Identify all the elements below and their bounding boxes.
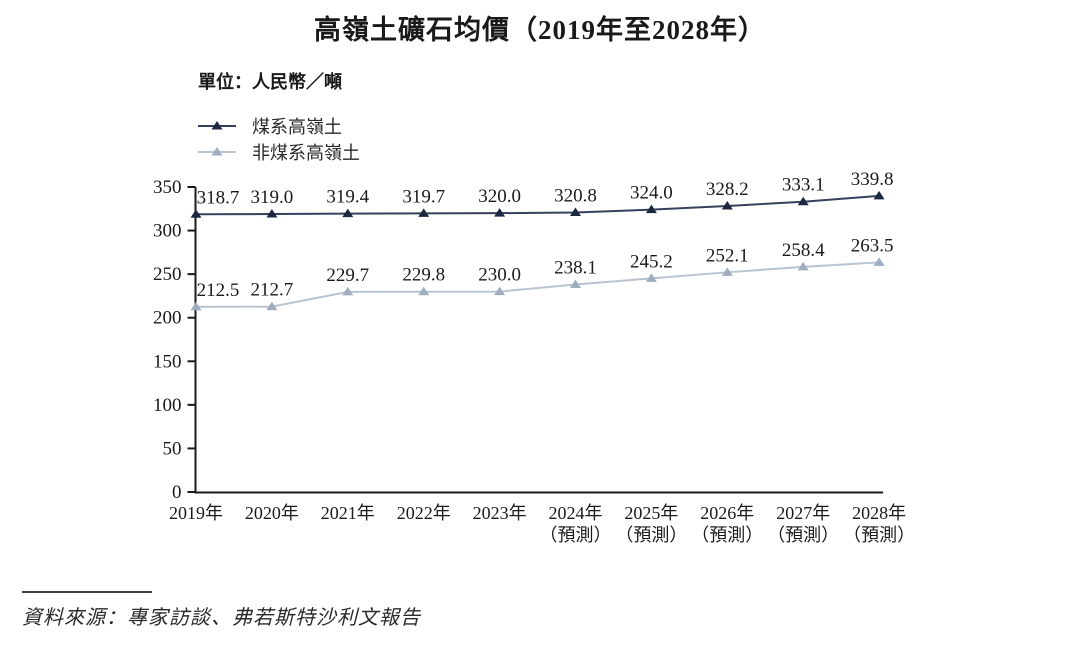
data-point-marker: [266, 209, 278, 218]
data-label: 263.5: [851, 235, 894, 256]
data-point-marker: [190, 209, 202, 218]
line-triangle-marker-icon: [198, 147, 236, 156]
series-line: [195, 261, 880, 308]
x-tick-label: 2020年: [245, 503, 299, 523]
x-tick-label: 2021年: [321, 503, 375, 523]
x-tick-sublabel: （預測）: [615, 525, 687, 545]
data-point-marker: [494, 208, 506, 217]
data-label: 328.2: [706, 179, 749, 200]
y-tick-label: 250: [153, 264, 182, 285]
data-label: 320.8: [554, 185, 597, 206]
chart-title: 高嶺土礦石均價（2019年至2028年）: [314, 15, 766, 45]
legend-label: 非煤系高嶺土: [252, 143, 360, 163]
data-label: 229.7: [326, 265, 369, 286]
data-label: 230.0: [478, 265, 521, 286]
data-label: 319.4: [326, 187, 369, 208]
data-point-marker: [721, 200, 733, 210]
line-triangle-marker-icon: [198, 121, 236, 130]
legend-item-coal-kaolin: 煤系高嶺土: [198, 113, 360, 139]
data-label: 324.0: [630, 183, 673, 204]
data-point-marker: [418, 286, 430, 296]
x-tick-label: 2023年: [473, 503, 527, 523]
data-point-marker: [721, 267, 733, 276]
series-line: [195, 194, 880, 216]
data-point-marker: [190, 301, 202, 311]
data-label: 258.4: [782, 240, 825, 261]
x-tick-sublabel: （預測）: [540, 525, 612, 545]
legend-item-noncoal-kaolin: 非煤系高嶺土: [198, 139, 360, 165]
x-tick-label: 2027年: [776, 503, 830, 523]
data-label: 319.7: [402, 186, 445, 207]
x-tick-sublabel: （預測）: [767, 525, 839, 545]
series-0: 318.7 319.0 319.4 319.7 320.0 320.8 324.0 328.2…: [190, 169, 894, 218]
data-point-marker: [570, 207, 581, 216]
y-tick-label: 100: [153, 395, 182, 416]
data-label: 245.2: [630, 251, 673, 272]
data-point-marker: [797, 196, 809, 206]
x-tick-label: 2026年: [700, 503, 754, 523]
data-label: 229.8: [402, 265, 445, 286]
data-label: 212.7: [251, 280, 294, 301]
data-point-marker: [873, 190, 885, 200]
data-point-marker: [873, 257, 885, 266]
chart-legend: 煤系高嶺土 非煤系高嶺土: [198, 113, 360, 165]
legend-label: 煤系高嶺土: [252, 117, 342, 137]
x-tick-label: 2022年: [397, 503, 451, 523]
data-point-marker: [797, 261, 809, 271]
source-note: 資料來源：專家訪談、弗若斯特沙利文報告: [22, 607, 421, 629]
data-label: 333.1: [782, 175, 825, 196]
data-point-marker: [570, 279, 581, 289]
data-point-marker: [645, 273, 657, 282]
data-point-marker: [342, 286, 354, 296]
source-divider: [22, 591, 152, 593]
data-point-marker: [494, 286, 506, 296]
data-label: 320.0: [478, 186, 521, 207]
x-axis-labels: 2019年 2020年 2021年 2022年 2023年 2024年（預測）2025年（…: [169, 503, 915, 545]
x-tick-sublabel: （預測）: [691, 525, 763, 545]
series-1: 212.5 212.7 229.7 229.8 230.0 238.1 245.2 252.1…: [190, 235, 894, 311]
data-label: 238.1: [554, 258, 597, 279]
data-label: 339.8: [851, 169, 894, 190]
y-tick-label: 350: [153, 177, 182, 198]
x-tick-sublabel: （預測）: [843, 525, 915, 545]
unit-label: 單位：人民幣／噸: [198, 72, 342, 92]
x-tick-label: 2028年: [852, 503, 906, 523]
data-point-marker: [342, 208, 354, 218]
y-axis-ticks: 0 50 100 150 200 250 300 350: [153, 177, 196, 503]
x-tick-label: 2024年: [549, 503, 603, 523]
y-tick-label: 200: [153, 308, 182, 329]
y-tick-label: 50: [163, 438, 182, 459]
data-label: 318.7: [197, 187, 240, 208]
x-tick-label: 2019年: [169, 503, 223, 523]
y-tick-label: 0: [172, 482, 182, 503]
x-tick-label: 2025年: [624, 503, 678, 523]
data-point-marker: [266, 301, 278, 311]
data-label: 319.0: [251, 187, 294, 208]
y-tick-label: 300: [153, 221, 182, 242]
data-point-marker: [418, 208, 430, 217]
y-tick-label: 150: [153, 351, 182, 372]
data-point-marker: [645, 204, 657, 214]
data-label: 252.1: [706, 245, 749, 266]
data-label: 212.5: [197, 280, 240, 301]
